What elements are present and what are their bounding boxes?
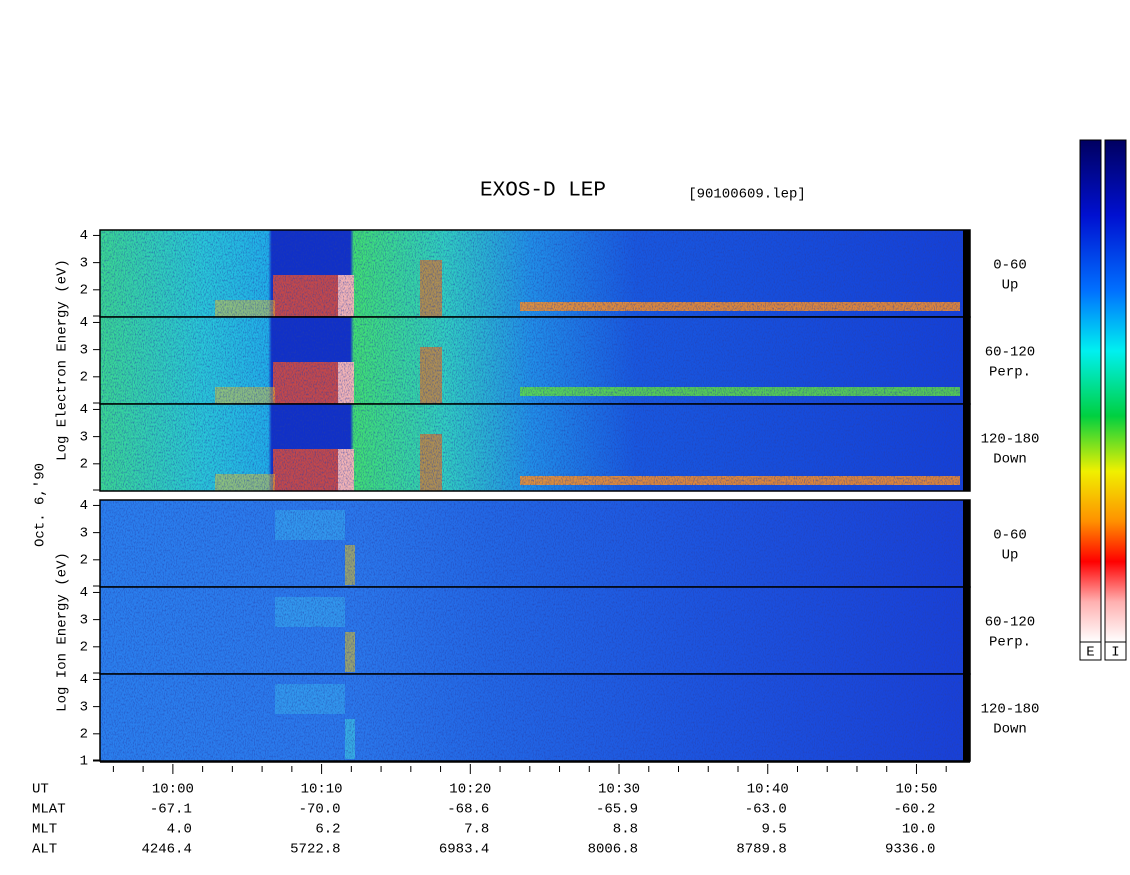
y-tick-label: 4 [80,585,88,601]
y-tick-label: 4 [80,402,88,418]
y-tick-label: 3 [80,342,88,358]
spectrogram-texture [100,317,963,404]
table-cell: 5722.8 [290,842,340,858]
x-tick-label: 10:40 [747,782,789,798]
table-cell: 10.0 [902,822,936,838]
panel-direction: Perp. [989,635,1031,651]
panel-edge [963,500,970,587]
table-cell: 8789.8 [736,842,786,858]
colorbar-box [1079,641,1102,661]
x-tick-label: 10:50 [895,782,937,798]
y-tick-label: 4 [80,498,88,514]
table-cell: 8.8 [613,822,638,838]
panel-edge [963,317,970,404]
colorbar-label: I [1111,645,1119,661]
table-row-label: UT [32,782,49,798]
panel-edge [963,674,970,761]
colorbar-box [1104,641,1127,661]
table-row-label: MLT [32,822,57,838]
spectrogram-texture [100,230,963,317]
table-cell: -70.0 [299,802,341,818]
table-row-label: MLAT [32,802,66,818]
y-axis-label: Log Ion Energy (eV) [55,552,71,712]
table-cell: -67.1 [150,802,192,818]
x-tick-label: 10:20 [449,782,491,798]
y-tick-label: 4 [80,315,88,331]
y-tick-label: 2 [80,283,88,299]
table-cell: 9336.0 [885,842,935,858]
y-tick-label: 3 [80,255,88,271]
panel-angle: 0-60 [993,528,1027,544]
panel-direction: Up [1002,548,1019,564]
chart-title: EXOS-D LEP [480,180,606,203]
table-cell: -63.0 [745,802,787,818]
table-cell: 8006.8 [588,842,638,858]
x-tick-label: 10:00 [152,782,194,798]
date-label: Oct. 6,'90 [33,463,49,547]
y-tick-label: 2 [80,727,88,743]
panel-angle: 0-60 [993,258,1027,274]
panel-angle: 60-120 [985,345,1035,361]
panel-frame [99,403,971,492]
table-cell: -68.6 [447,802,489,818]
colorbar [1104,139,1127,643]
table-cell: 6.2 [315,822,340,838]
table-cell: 6983.4 [439,842,489,858]
panel-direction: Up [1002,278,1019,294]
table-row-label: ALT [32,842,57,858]
y-tick-label: 3 [80,699,88,715]
x-tick-label: 10:30 [598,782,640,798]
table-cell: -65.9 [596,802,638,818]
panel-frame [99,673,971,762]
panel-edge [963,404,970,491]
colorbar [1079,139,1102,643]
panel-angle: 60-120 [985,615,1035,631]
panel-edge [963,587,970,674]
y-tick-label: 2 [80,457,88,473]
y-tick-label: 3 [80,525,88,541]
table-cell: 7.8 [464,822,489,838]
y-tick-label: 2 [80,370,88,386]
panel-direction: Down [993,722,1027,738]
panel-direction: Perp. [989,365,1031,381]
table-cell: 4246.4 [141,842,191,858]
colorbar-label: E [1086,645,1094,661]
panel-angle: 120-180 [981,702,1040,718]
y-tick-label: 2 [80,553,88,569]
spectrogram-texture [100,500,963,587]
table-cell: 4.0 [167,822,192,838]
y-tick-label: 2 [80,640,88,656]
table-cell: -60.2 [893,802,935,818]
spectrogram-texture [100,587,963,674]
panel-angle: 120-180 [981,432,1040,448]
table-cell: 9.5 [762,822,787,838]
y-tick-label: 3 [80,612,88,628]
spectrogram-texture [100,674,963,761]
panel-edge [963,230,970,317]
y-axis-label: Log Electron Energy (eV) [55,259,71,461]
y-tick-label: 1 [80,754,88,770]
x-tick-label: 10:10 [301,782,343,798]
panel-direction: Down [993,452,1027,468]
y-tick-label: 4 [80,672,88,688]
spectrogram-texture [100,404,963,491]
file-label: [90100609.lep] [688,187,806,203]
y-tick-label: 4 [80,228,88,244]
y-tick-label: 3 [80,429,88,445]
